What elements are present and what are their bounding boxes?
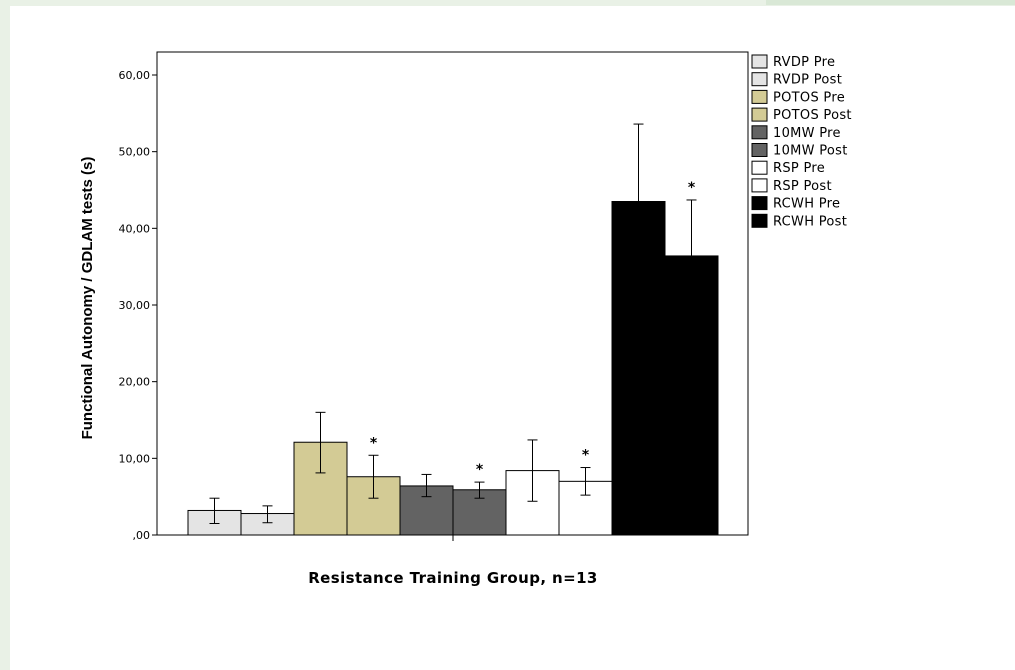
legend-label: RVDP Post	[773, 73, 842, 88]
x-axis-title: Resistance Training Group, n=13	[308, 569, 598, 587]
error-bars	[209, 123, 697, 524]
y-tick-label: 10,00	[119, 452, 151, 465]
legend-label: RSP Post	[773, 179, 832, 194]
legend-swatch	[751, 107, 768, 122]
y-axis: 60,00 50,00 40,00 30,00 20,00 10,00 ,00	[119, 69, 454, 542]
legend-swatch	[751, 213, 768, 228]
y-tick-label: 40,00	[119, 222, 151, 235]
significance-markers: * * * *	[370, 180, 696, 478]
top-strip	[766, 0, 1015, 5]
y-tick-label: ,00	[133, 529, 151, 542]
legend-swatch	[751, 125, 768, 140]
legend-swatch	[751, 143, 768, 157]
legend-swatch	[751, 160, 768, 175]
legend-label: RSP Pre	[773, 161, 825, 176]
legend: RVDP Pre RVDP Post POTOS Pre POTOS Post 10MW…	[751, 54, 852, 229]
y-tick-label: 50,00	[119, 146, 151, 159]
legend-swatch	[751, 89, 768, 104]
significance-star: *	[370, 435, 378, 451]
legend-label: POTOS Pre	[773, 90, 845, 105]
y-axis-title: Functional Autonomy / GDLAM tests (s)	[79, 157, 96, 440]
y-tick-label: 30,00	[119, 299, 151, 312]
figure-frame	[10, 6, 1015, 670]
legend-label: RVDP Pre	[773, 55, 835, 70]
legend-label: 10MW Post	[773, 144, 848, 159]
significance-star: *	[582, 448, 590, 464]
y-tick-label: 60,00	[119, 69, 151, 82]
significance-star: *	[688, 180, 696, 196]
legend-label: RCWH Pre	[773, 197, 840, 212]
legend-swatch	[751, 196, 768, 211]
significance-star: *	[476, 462, 484, 478]
legend-swatch	[751, 54, 768, 69]
legend-swatch	[751, 178, 768, 193]
legend-label: 10MW Pre	[773, 126, 841, 141]
legend-swatch	[751, 72, 768, 87]
legend-label: RCWH Post	[773, 214, 847, 229]
legend-label: POTOS Post	[773, 108, 852, 123]
y-tick-label: 20,00	[119, 376, 151, 389]
bars	[187, 201, 719, 536]
